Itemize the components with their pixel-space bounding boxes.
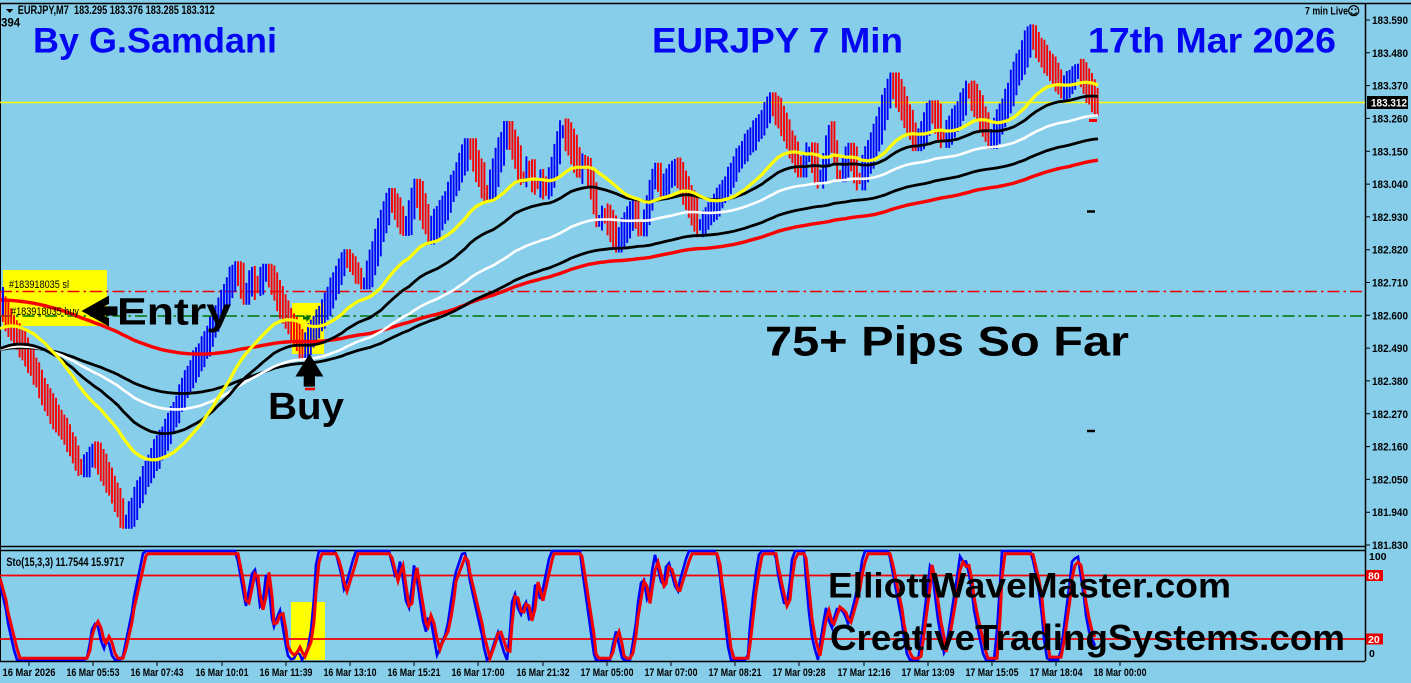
svg-text:17 Mar 05:00: 17 Mar 05:00 — [581, 667, 634, 679]
svg-text:0: 0 — [1369, 648, 1375, 660]
svg-text:183.312: 183.312 — [1371, 98, 1407, 110]
svg-text:183.480: 183.480 — [1372, 48, 1408, 60]
svg-text:16 Mar 11:39: 16 Mar 11:39 — [260, 667, 313, 679]
svg-text:17th Mar 2026: 17th Mar 2026 — [1088, 22, 1336, 61]
svg-text:16 Mar 17:00: 16 Mar 17:00 — [452, 667, 505, 679]
svg-text:183.590: 183.590 — [1372, 15, 1408, 27]
svg-text:CreativeTradingSystems.com: CreativeTradingSystems.com — [830, 617, 1345, 658]
svg-text:17 Mar 18:04: 17 Mar 18:04 — [1030, 667, 1084, 679]
svg-text:182.710: 182.710 — [1372, 278, 1408, 290]
svg-text:Entry: Entry — [117, 292, 231, 334]
svg-text:182.490: 182.490 — [1372, 343, 1408, 355]
svg-text:182.160: 182.160 — [1372, 442, 1408, 454]
svg-text:183.260: 183.260 — [1372, 113, 1408, 125]
svg-text:16 Mar 2026: 16 Mar 2026 — [3, 667, 56, 679]
svg-text:Buy: Buy — [268, 386, 344, 428]
svg-text:75+ Pips So Far: 75+ Pips So Far — [765, 318, 1129, 365]
svg-text:17 Mar 08:21: 17 Mar 08:21 — [709, 667, 762, 679]
svg-text:183.370: 183.370 — [1372, 81, 1408, 93]
svg-text:17 Mar 13:09: 17 Mar 13:09 — [902, 667, 955, 679]
svg-text:16 Mar 15:21: 16 Mar 15:21 — [388, 667, 441, 679]
svg-text:20: 20 — [1368, 634, 1380, 646]
svg-text:17 Mar 12:16: 17 Mar 12:16 — [838, 667, 891, 679]
svg-text:182.380: 182.380 — [1372, 376, 1408, 388]
svg-text:18 Mar 00:00: 18 Mar 00:00 — [1094, 667, 1147, 679]
svg-text:Sto(15,3,3) 11.7544 15.9717: Sto(15,3,3) 11.7544 15.9717 — [6, 557, 124, 569]
svg-text:100: 100 — [1369, 551, 1387, 563]
svg-text:16 Mar 05:53: 16 Mar 05:53 — [67, 667, 120, 679]
svg-text:7 min Live: 7 min Live — [1305, 6, 1348, 18]
svg-text:16 Mar 21:32: 16 Mar 21:32 — [517, 667, 570, 679]
svg-text:16 Mar 10:01: 16 Mar 10:01 — [196, 667, 249, 679]
svg-text:394: 394 — [1, 18, 21, 30]
svg-text:By G.Samdani: By G.Samdani — [33, 22, 277, 61]
svg-text:EURJPY,M7 183.295 183.376 183: EURJPY,M7 183.295 183.376 183.285 183.31… — [18, 5, 215, 17]
svg-text:17 Mar 09:28: 17 Mar 09:28 — [773, 667, 826, 679]
svg-text:182.270: 182.270 — [1372, 409, 1408, 421]
svg-text:EURJPY 7 Min: EURJPY 7 Min — [652, 22, 903, 61]
svg-text:183.150: 183.150 — [1372, 146, 1408, 158]
svg-text:#183918035 buy: #183918035 buy — [11, 306, 79, 318]
svg-text:80: 80 — [1368, 571, 1380, 583]
svg-text:ElliottWaveMaster.com: ElliottWaveMaster.com — [828, 567, 1231, 606]
svg-text:182.820: 182.820 — [1372, 245, 1408, 257]
svg-text:#183918035 sl: #183918035 sl — [9, 279, 69, 291]
svg-text:182.050: 182.050 — [1372, 474, 1408, 486]
svg-text:181.940: 181.940 — [1372, 507, 1408, 519]
svg-text:181.830: 181.830 — [1372, 540, 1408, 552]
svg-text:16 Mar 07:43: 16 Mar 07:43 — [131, 667, 184, 679]
svg-text:182.600: 182.600 — [1372, 310, 1408, 322]
svg-text:16 Mar 13:10: 16 Mar 13:10 — [324, 667, 377, 679]
svg-text:182.930: 182.930 — [1372, 212, 1408, 224]
svg-text:17 Mar 15:05: 17 Mar 15:05 — [966, 667, 1019, 679]
svg-text:17 Mar 07:00: 17 Mar 07:00 — [645, 667, 698, 679]
svg-text:183.040: 183.040 — [1372, 179, 1408, 191]
